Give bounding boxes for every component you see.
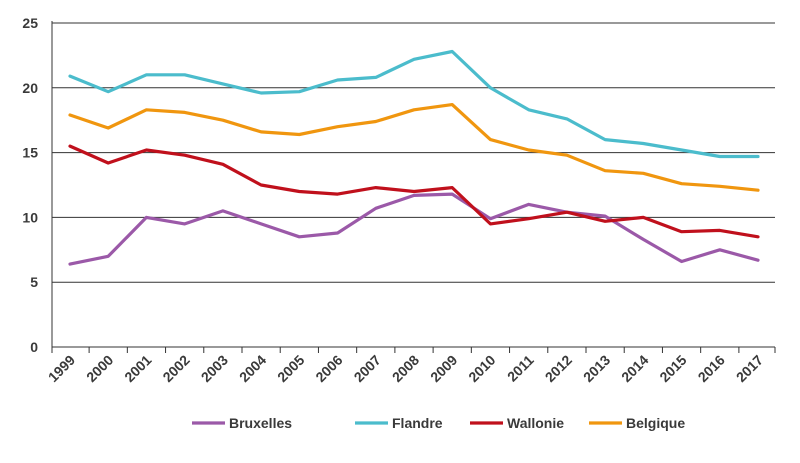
legend: Bruxelles Flandre Wallonie Belgique — [192, 415, 685, 431]
x-tick-label: 2008 — [389, 352, 422, 385]
legend-label: Bruxelles — [229, 415, 292, 431]
x-axis: 1999 2000 2001 2002 2003 2004 2005 2006 2007 2008… — [45, 346, 776, 385]
y-axis: 0 5 10 15 20 25 — [22, 15, 53, 355]
y-tick-label: 15 — [22, 145, 38, 161]
y-tick-label: 5 — [30, 274, 38, 290]
x-tick-label: 2010 — [465, 352, 498, 385]
x-tick-label: 1999 — [45, 352, 78, 385]
legend-label: Flandre — [392, 415, 443, 431]
series-line-flandre — [68, 49, 760, 159]
y-tick-label: 25 — [22, 15, 38, 31]
x-tick-label: 2003 — [198, 352, 231, 385]
legend-label: Wallonie — [507, 415, 564, 431]
x-tick-label: 2013 — [580, 352, 613, 385]
series-lines — [68, 49, 760, 266]
x-tick-label: 2005 — [274, 352, 307, 385]
y-tick-label: 20 — [22, 80, 38, 96]
series-line-wallonie — [68, 144, 760, 239]
x-tick-label: 2004 — [236, 352, 269, 385]
x-tick-label: 2014 — [618, 352, 651, 385]
series-line-belgique — [68, 102, 760, 192]
x-tick-label: 2017 — [733, 352, 766, 385]
legend-label: Belgique — [626, 415, 685, 431]
x-tick-label: 2006 — [312, 352, 345, 385]
y-tick-label: 10 — [22, 209, 38, 225]
x-tick-label: 2016 — [695, 352, 728, 385]
y-tick-label: 0 — [30, 339, 38, 355]
x-tick-label: 2009 — [427, 352, 460, 385]
x-tick-label: 2000 — [83, 352, 116, 385]
x-tick-label: 2012 — [542, 352, 575, 385]
series-line-bruxelles — [68, 192, 760, 266]
x-tick-label: 2011 — [504, 352, 537, 385]
x-tick-label: 2001 — [121, 352, 154, 385]
x-tick-label: 2015 — [656, 352, 689, 385]
x-tick-label: 2007 — [351, 352, 384, 385]
x-tick-label: 2002 — [159, 352, 192, 385]
